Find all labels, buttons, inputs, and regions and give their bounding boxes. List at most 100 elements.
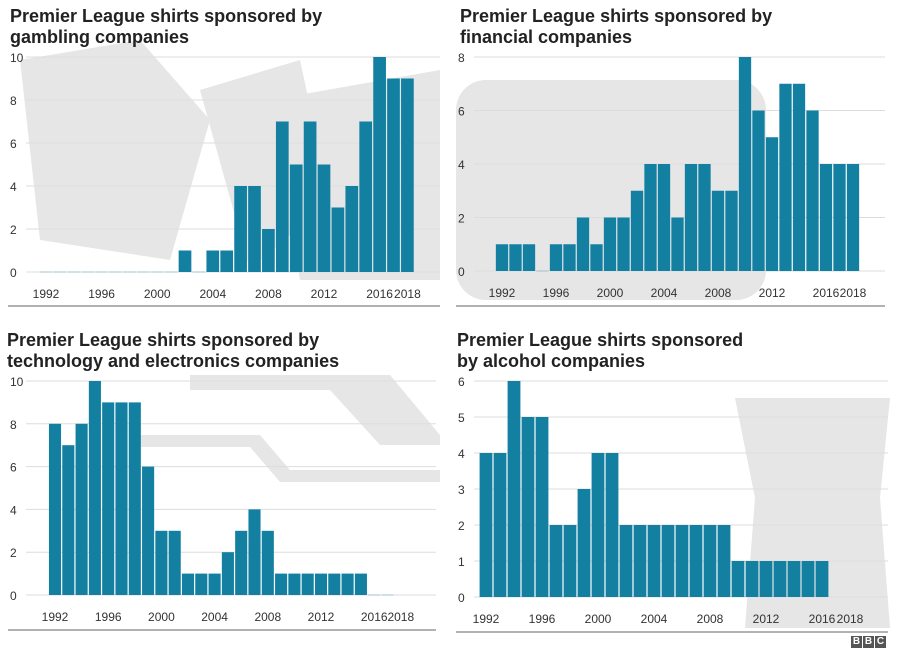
y-tick-label: 0 (458, 591, 465, 605)
x-tick-label: 2008 (697, 612, 724, 626)
bar (745, 561, 759, 597)
x-tick-label: 2012 (753, 612, 780, 626)
y-tick-label: 4 (458, 158, 465, 172)
bar (806, 110, 819, 271)
bar (779, 83, 792, 271)
x-tick-label: 2018 (840, 286, 867, 300)
bar (671, 217, 684, 271)
bar (195, 573, 208, 595)
bar (354, 573, 367, 595)
x-tick-label: 2004 (199, 287, 226, 301)
x-tick-label: 2008 (705, 286, 732, 300)
x-tick-label: 2008 (255, 287, 282, 301)
bar (248, 509, 261, 595)
bar (208, 573, 221, 595)
x-tick-label: 2018 (394, 287, 421, 301)
bar (359, 121, 373, 272)
bar (731, 561, 745, 597)
bar (759, 561, 773, 597)
bar (717, 525, 731, 597)
chart-title-alcohol: Premier League shirts sponsored by alcoho… (457, 330, 743, 372)
bar (535, 417, 549, 597)
bar (630, 190, 644, 271)
bar (206, 250, 220, 272)
bar (235, 530, 248, 595)
bar (698, 164, 711, 271)
bar (220, 250, 234, 272)
x-tick-label: 2000 (597, 286, 624, 300)
bar (657, 164, 671, 271)
bar (633, 525, 647, 597)
bar (711, 190, 725, 271)
y-tick-label: 0 (10, 589, 17, 603)
bar (262, 229, 275, 272)
x-tick-label: 1996 (95, 610, 122, 624)
bar (787, 561, 801, 597)
y-tick-label: 6 (10, 461, 17, 475)
bar (314, 573, 328, 595)
bar (192, 271, 206, 273)
bar (563, 525, 577, 597)
bar (792, 83, 806, 271)
bar (833, 164, 846, 271)
x-tick-label: 2000 (148, 610, 175, 624)
bar (381, 594, 394, 596)
bar (536, 270, 549, 272)
y-tick-label: 1 (458, 555, 465, 569)
bar (178, 250, 192, 272)
y-tick-label: 10 (10, 51, 24, 65)
bar (617, 217, 630, 271)
bar (752, 110, 765, 271)
bar (317, 164, 331, 272)
bar (234, 186, 247, 272)
title-line: financial companies (460, 27, 633, 47)
bar (689, 525, 703, 597)
bar (109, 271, 122, 273)
x-tick-label: 2000 (144, 287, 171, 301)
y-tick-label: 10 (10, 375, 24, 389)
bar (88, 381, 101, 595)
y-tick-label: 8 (10, 94, 17, 108)
bar (479, 453, 493, 597)
bar (738, 57, 752, 271)
bar (123, 271, 136, 273)
x-tick-label: 2004 (201, 610, 228, 624)
bar (661, 525, 675, 597)
bar (102, 402, 115, 595)
title-line: Premier League shirts sponsored (457, 330, 744, 350)
bar (275, 573, 288, 595)
y-tick-label: 5 (458, 411, 465, 425)
bar (142, 466, 155, 595)
x-tick-label: 1992 (33, 287, 60, 301)
y-tick-label: 2 (458, 519, 465, 533)
bar (801, 561, 815, 597)
x-tick-label: 2016 (813, 286, 840, 300)
y-tick-label: 6 (458, 375, 465, 389)
bar (387, 78, 400, 272)
y-tick-label: 3 (458, 483, 465, 497)
bar (150, 271, 164, 273)
bar (75, 423, 88, 595)
bar (703, 525, 717, 597)
chart-title-financial: Premier League shirts sponsored by financ… (460, 6, 772, 48)
bar (493, 453, 507, 597)
y-tick-label: 6 (458, 105, 465, 119)
y-tick-label: 8 (10, 418, 17, 432)
bar (67, 271, 81, 273)
bar (48, 423, 62, 595)
bar (577, 489, 591, 597)
bar (495, 244, 509, 271)
bar (846, 164, 860, 271)
bar (62, 445, 75, 595)
bar (576, 217, 590, 271)
bar (39, 271, 53, 273)
bar (368, 594, 381, 596)
title-line: Premier League shirts sponsored by (460, 6, 773, 26)
bar (373, 57, 386, 272)
x-tick-label: 2004 (641, 612, 668, 626)
y-tick-label: 6 (10, 137, 17, 151)
bar (221, 552, 234, 595)
chart-title-gambling: Premier League shirts sponsored by gambli… (10, 6, 322, 48)
bar (328, 573, 341, 595)
